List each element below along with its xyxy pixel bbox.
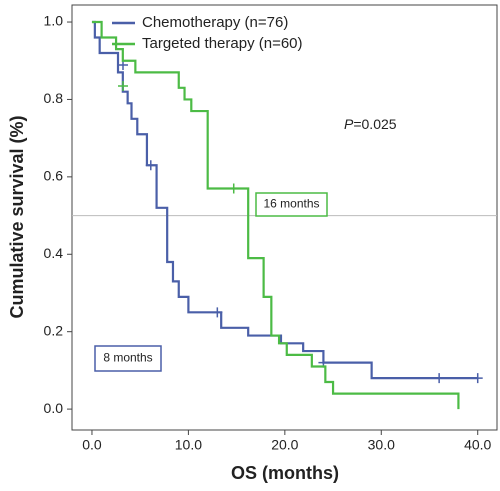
x-tick-label: 0.0 bbox=[82, 437, 102, 453]
x-tick-label: 10.0 bbox=[175, 437, 202, 453]
annotation-label: 16 months bbox=[263, 197, 319, 211]
censor-mark bbox=[145, 160, 156, 171]
x-tick-label: 30.0 bbox=[368, 437, 395, 453]
censor-mark bbox=[434, 373, 445, 384]
y-tick-label: 1.0 bbox=[44, 13, 64, 29]
y-tick-label: 0.8 bbox=[44, 90, 64, 106]
annotation-box bbox=[94, 345, 162, 372]
y-tick-label: 0.4 bbox=[44, 245, 64, 261]
legend-censor-symbol bbox=[118, 81, 128, 91]
y-axis-title: Cumulative survival (%) bbox=[7, 115, 27, 318]
censor-mark bbox=[212, 307, 223, 318]
x-tick-label: 20.0 bbox=[271, 437, 298, 453]
y-tick-label: 0.6 bbox=[44, 168, 64, 184]
p-text: =0.025 bbox=[353, 116, 396, 132]
survival-curve bbox=[91, 20, 460, 410]
annotation-box bbox=[255, 192, 328, 217]
legend-label: Chemotherapy (n=76) bbox=[142, 14, 288, 31]
y-tick-label: 0.0 bbox=[44, 400, 64, 416]
legend-label: Targeted therapy (n=60) bbox=[142, 35, 303, 52]
censor-mark bbox=[228, 183, 239, 194]
p-value: P=0.025 bbox=[344, 116, 397, 132]
p-symbol: P bbox=[344, 116, 354, 132]
x-axis-title: OS (months) bbox=[231, 463, 339, 483]
censor-mark bbox=[472, 373, 483, 384]
x-tick-label: 40.0 bbox=[464, 437, 491, 453]
survival-curve bbox=[91, 20, 478, 380]
annotation-label: 8 months bbox=[103, 351, 152, 365]
y-tick-label: 0.2 bbox=[44, 322, 64, 338]
